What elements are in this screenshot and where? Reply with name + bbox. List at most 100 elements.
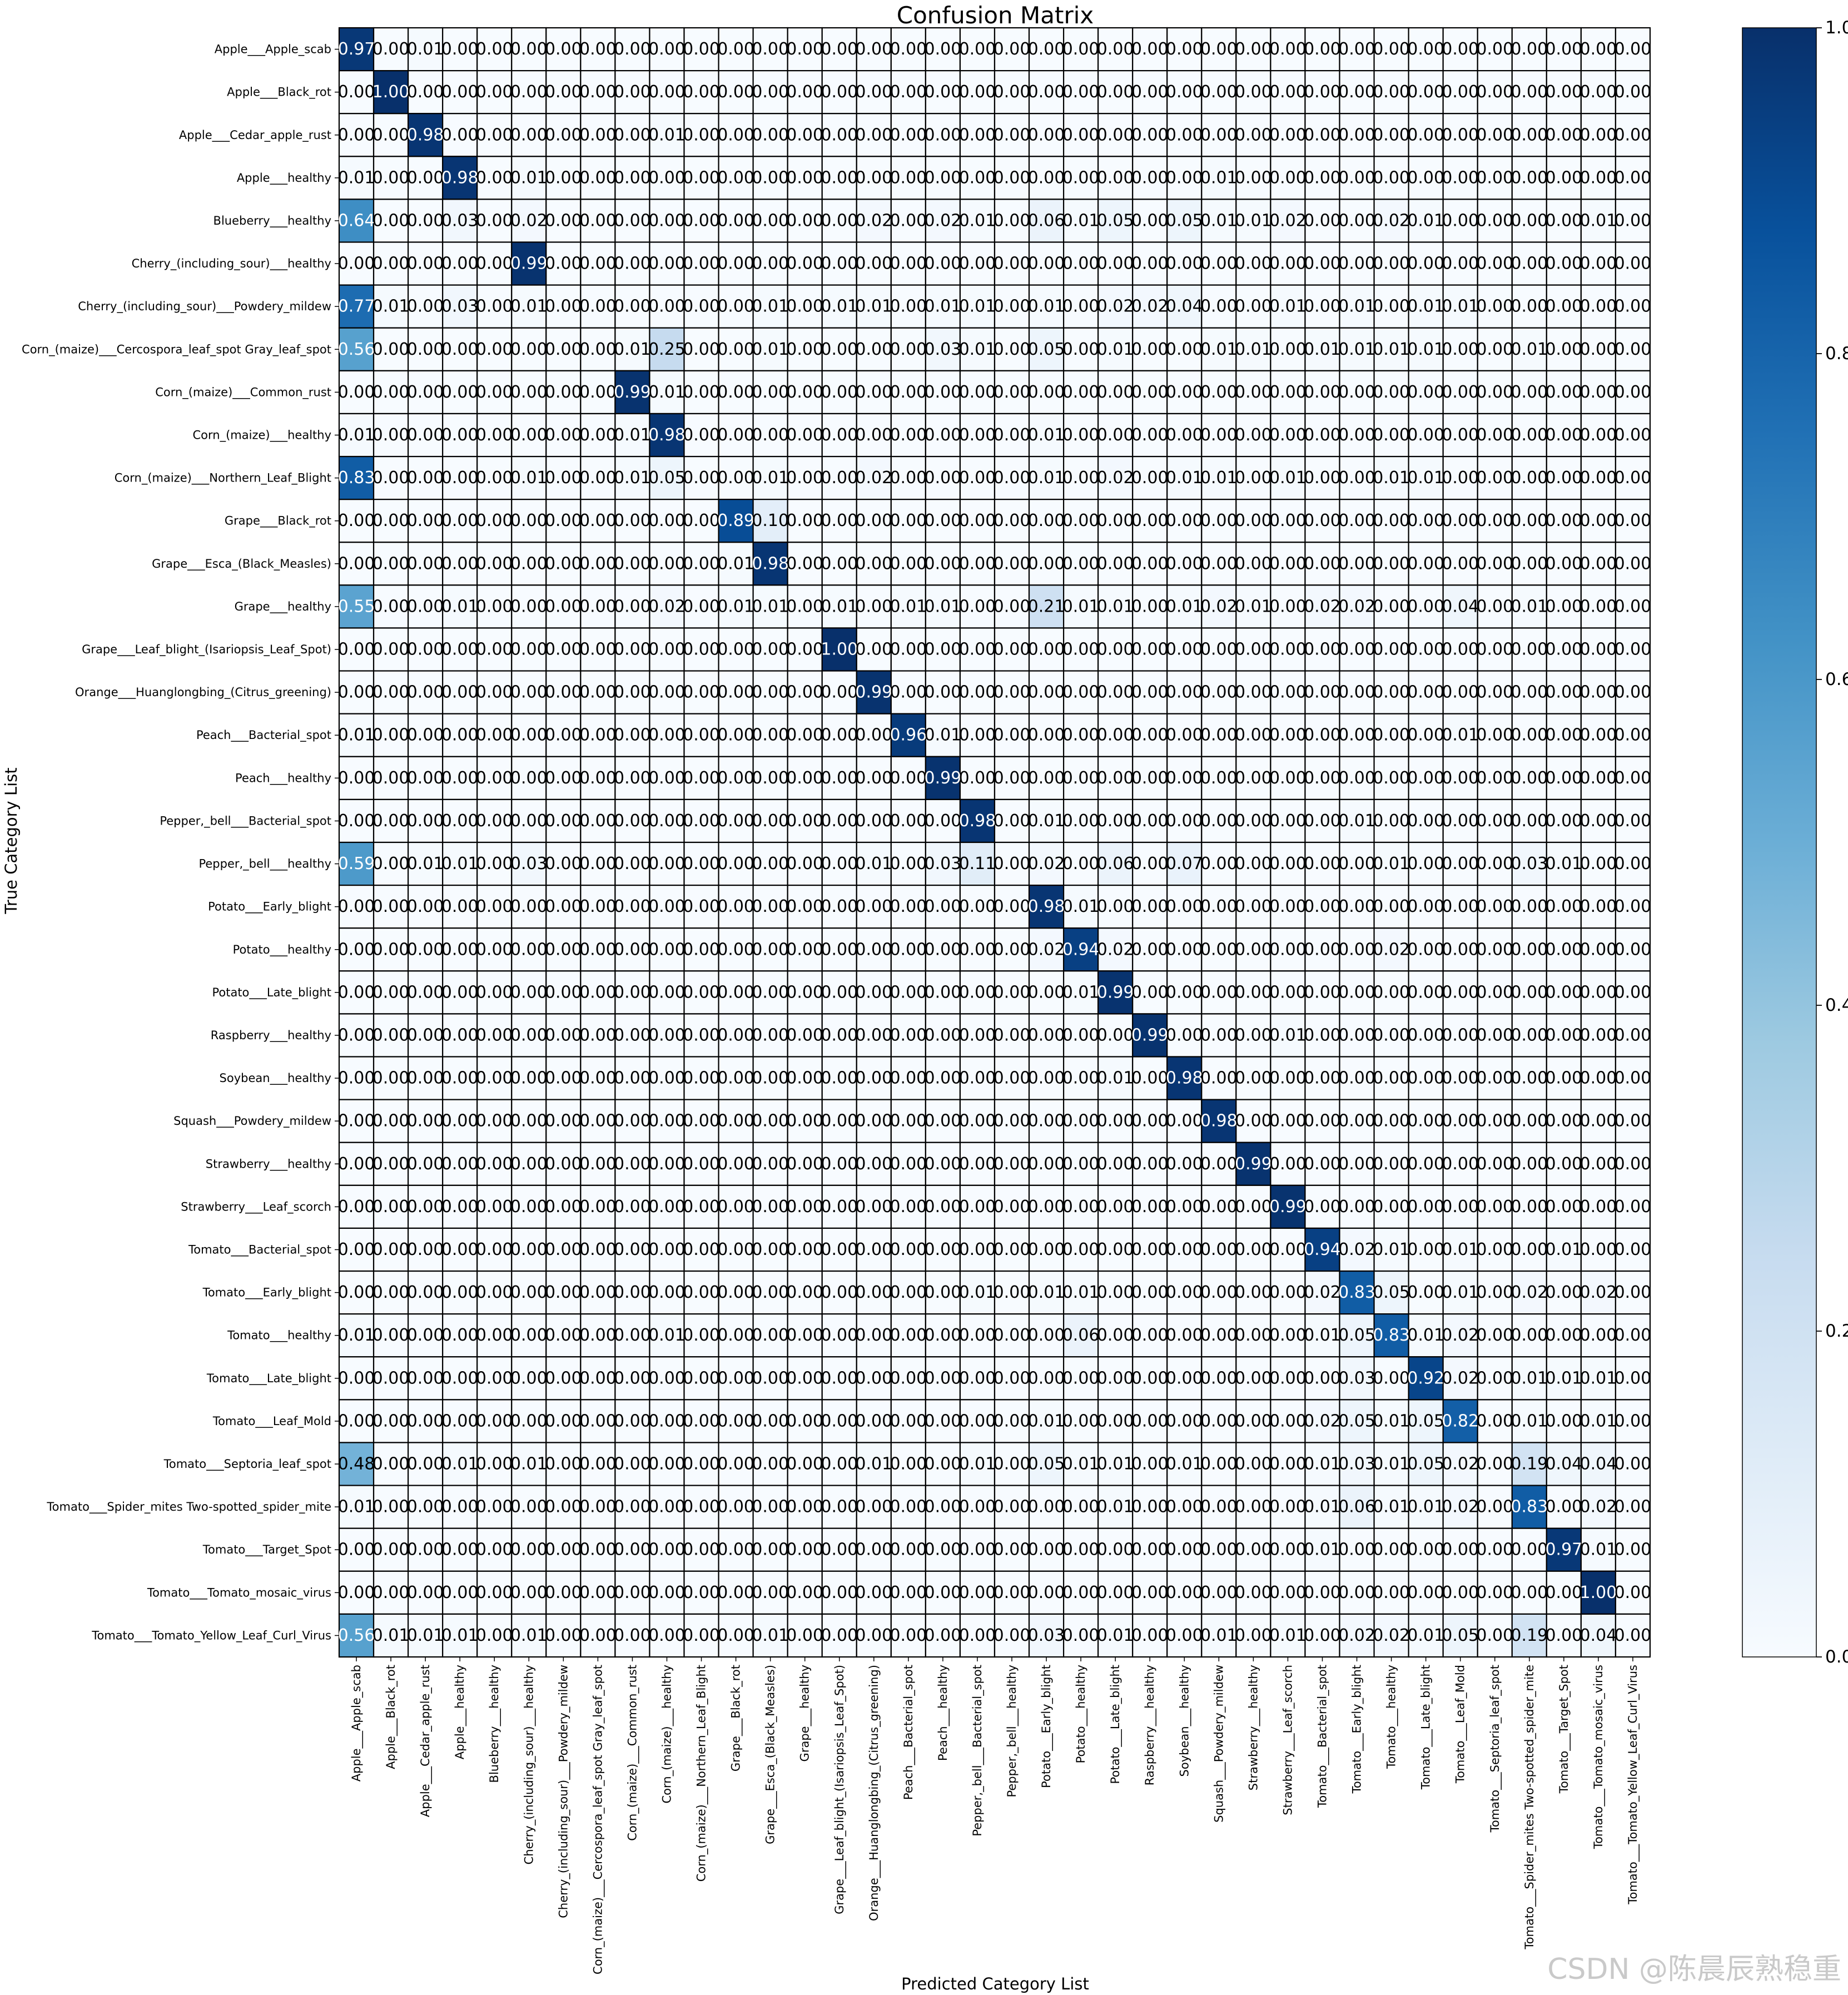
cell-value-label: 0.01 — [648, 125, 685, 145]
cell-value-label: 0.00 — [890, 211, 927, 230]
cell-value-label: 0.00 — [1511, 1197, 1548, 1217]
cell-value-label: 0.02 — [1442, 1455, 1479, 1474]
cell-value-label: 0.00 — [545, 1025, 582, 1045]
x-tick-label: Grape___Black_rot — [729, 1665, 743, 1771]
matrix-cell — [1201, 241, 1237, 286]
matrix-cell — [1373, 327, 1409, 371]
cell-value-label: 0.00 — [1304, 1069, 1341, 1088]
x-tick-label: Cherry_(including_sour)___healthy — [522, 1665, 536, 1864]
y-tick-label: Tomato___Tomato_mosaic_virus — [147, 1586, 331, 1600]
matrix-cell — [1166, 327, 1203, 371]
cell-value-label: 0.00 — [1166, 1283, 1203, 1302]
cell-value-label: 0.01 — [407, 1626, 444, 1645]
cell-value-label: 0.00 — [1304, 897, 1341, 916]
cell-value-label: 0.00 — [1545, 383, 1582, 402]
x-tick-label: Peach___healthy — [936, 1665, 950, 1761]
cell-value-label: 0.00 — [683, 511, 720, 530]
matrix-cell — [925, 156, 961, 200]
cell-value-label: 0.01 — [752, 1626, 789, 1645]
cell-value-label: 0.00 — [683, 297, 720, 316]
cell-value-label: 0.00 — [476, 1154, 513, 1174]
x-tick-label: Strawberry___healthy — [1246, 1665, 1260, 1790]
cell-value-label: 0.00 — [890, 1497, 927, 1517]
cell-value-label: 0.00 — [786, 1240, 823, 1259]
cell-value-label: 0.00 — [752, 683, 789, 702]
cell-value-label: 0.00 — [1614, 597, 1652, 616]
matrix-cell — [1511, 156, 1547, 200]
matrix-cell — [1477, 70, 1513, 115]
cell-value-label: 0.00 — [786, 1411, 823, 1431]
cell-value-label: 0.00 — [1304, 1154, 1341, 1174]
cell-value-label: 0.00 — [1442, 1583, 1479, 1602]
cell-value-label: 0.01 — [1373, 1411, 1410, 1431]
cell-value-label: 0.00 — [1200, 554, 1238, 573]
cell-value-label: 0.00 — [1269, 1583, 1306, 1602]
cell-value-label: 0.00 — [1304, 168, 1341, 187]
cell-value-label: 0.00 — [407, 897, 444, 916]
cell-value-label: 0.00 — [648, 854, 685, 874]
cell-value-label: 0.00 — [1062, 297, 1100, 316]
cell-value-label: 0.19 — [1511, 1455, 1548, 1474]
cell-value-label: 0.00 — [1511, 811, 1548, 831]
colorbar-tick-label: 0.8 — [1825, 344, 1848, 364]
cell-value-label: 0.00 — [648, 1025, 685, 1045]
cell-value-label: 0.00 — [1407, 683, 1444, 702]
cell-value-label: 0.00 — [821, 1455, 858, 1474]
cell-value-label: 0.00 — [993, 1540, 1031, 1560]
matrix-cell — [372, 455, 409, 500]
cell-value-label: 0.00 — [683, 897, 720, 916]
cell-value-label: 0.00 — [510, 1111, 548, 1131]
cell-value-label: 0.00 — [1166, 1411, 1203, 1431]
cell-value-label: 0.00 — [1511, 940, 1548, 959]
cell-value-label: 0.00 — [1614, 1283, 1652, 1302]
cell-value-label: 0.00 — [683, 468, 720, 488]
cell-value-label: 0.00 — [614, 1197, 651, 1217]
y-tick-label: Strawberry___Leaf_scorch — [181, 1200, 331, 1214]
cell-value-label: 0.00 — [717, 640, 754, 659]
cell-value-label: 0.01 — [441, 1626, 479, 1645]
cell-value-label: 0.00 — [1131, 897, 1169, 916]
cell-value-label: 0.00 — [1166, 768, 1203, 788]
cell-value-label: 0.00 — [579, 1283, 617, 1302]
matrix-cell — [1201, 413, 1237, 458]
cell-value-label: 0.00 — [890, 768, 927, 788]
matrix-cell — [545, 156, 582, 200]
cell-value-label: 0.00 — [1338, 854, 1375, 874]
cell-value-label: 0.00 — [786, 511, 823, 530]
cell-value-label: 0.00 — [855, 1368, 892, 1388]
cell-value-label: 0.00 — [1545, 125, 1582, 145]
cell-value-label: 0.00 — [1269, 1497, 1306, 1517]
matrix-cell — [821, 113, 857, 157]
cell-value-label: 0.00 — [855, 125, 892, 145]
cell-value-label: 0.00 — [993, 1197, 1031, 1217]
matrix-cell — [580, 370, 616, 415]
cell-value-label: 0.00 — [1545, 1111, 1582, 1131]
cell-value-label: 0.00 — [372, 254, 410, 274]
cell-value-label: 0.00 — [855, 1411, 892, 1431]
cell-value-label: 0.00 — [579, 125, 617, 145]
cell-value-label: 0.00 — [959, 254, 996, 274]
matrix-cell — [1339, 284, 1375, 329]
cell-value-label: 0.05 — [1407, 1455, 1444, 1474]
cell-value-label: 0.00 — [1476, 511, 1513, 530]
cell-value-label: 0.00 — [1235, 640, 1272, 659]
cell-value-label: 0.00 — [372, 811, 410, 831]
cell-value-label: 0.00 — [1373, 1368, 1410, 1388]
matrix-cell — [1580, 327, 1617, 371]
cell-value-label: 0.00 — [579, 1154, 617, 1174]
cell-value-label: 0.00 — [855, 1111, 892, 1131]
cell-value-label: 0.00 — [1580, 1111, 1617, 1131]
cell-value-label: 0.00 — [1200, 82, 1238, 102]
cell-value-label: 0.00 — [1235, 1583, 1272, 1602]
cell-value-label: 0.00 — [614, 297, 651, 316]
cell-value-label: 0.00 — [1511, 39, 1548, 59]
cell-value-label: 0.94 — [1304, 1240, 1341, 1259]
cell-value-label: 0.00 — [1614, 1025, 1652, 1045]
cell-value-label: 0.00 — [648, 897, 685, 916]
cell-value-label: 0.03 — [1338, 1368, 1375, 1388]
cell-value-label: 0.00 — [786, 982, 823, 1002]
cell-value-label: 0.02 — [1304, 1283, 1341, 1302]
cell-value-label: 1.00 — [821, 640, 858, 659]
cell-value-label: 0.00 — [1476, 340, 1513, 359]
cell-value-label: 0.03 — [925, 854, 962, 874]
